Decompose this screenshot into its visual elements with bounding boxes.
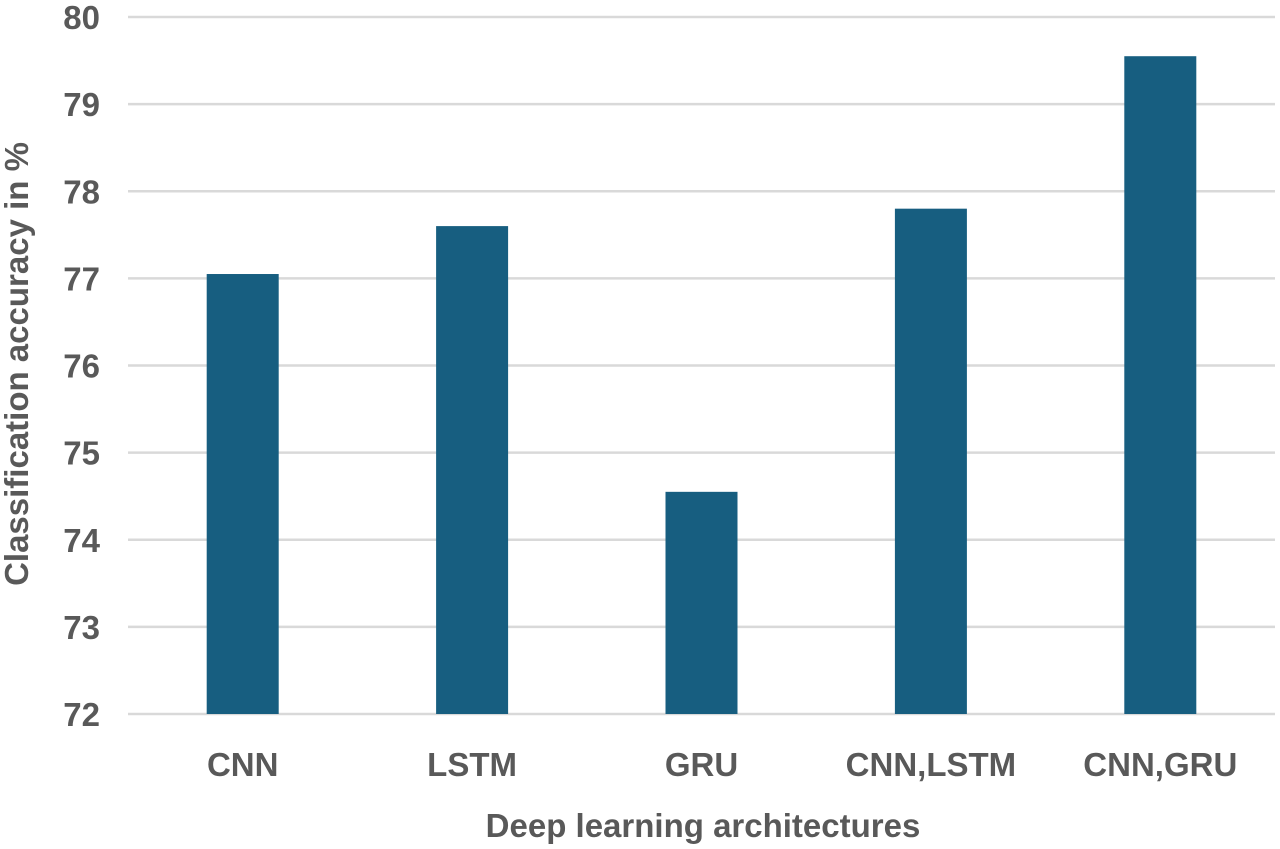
y-tick-label: 76 xyxy=(63,348,100,385)
y-tick-label: 79 xyxy=(63,86,100,123)
gridlines xyxy=(128,15,1275,716)
x-axis-tick-labels: CNN LSTM GRU CNN,LSTM CNN,GRU xyxy=(207,746,1237,783)
x-tick-label: GRU xyxy=(665,746,738,783)
x-axis-title: Deep learning architectures xyxy=(486,807,921,844)
y-tick-label: 77 xyxy=(63,260,100,297)
x-tick-label: CNN,LSTM xyxy=(846,746,1016,783)
bar-cnn xyxy=(206,274,279,714)
y-tick-label: 80 xyxy=(63,0,100,36)
bar-lstm xyxy=(436,226,509,714)
y-tick-label: 75 xyxy=(63,435,100,472)
y-tick-label: 74 xyxy=(63,522,100,559)
bar-gru xyxy=(665,491,738,714)
x-tick-label: CNN xyxy=(207,746,279,783)
x-tick-label: CNN,GRU xyxy=(1083,746,1237,783)
y-tick-label: 78 xyxy=(63,173,100,210)
y-tick-label: 72 xyxy=(63,696,100,733)
y-axis-title: Classification accuracy in % xyxy=(0,142,35,586)
y-axis-tick-labels: 72 73 74 75 76 77 78 79 80 xyxy=(63,0,100,733)
bars xyxy=(206,56,1197,715)
x-tick-label: LSTM xyxy=(427,746,517,783)
y-tick-label: 73 xyxy=(63,609,100,646)
bar-cnn-gru xyxy=(1124,56,1197,715)
bar-cnn-lstm xyxy=(894,208,967,715)
